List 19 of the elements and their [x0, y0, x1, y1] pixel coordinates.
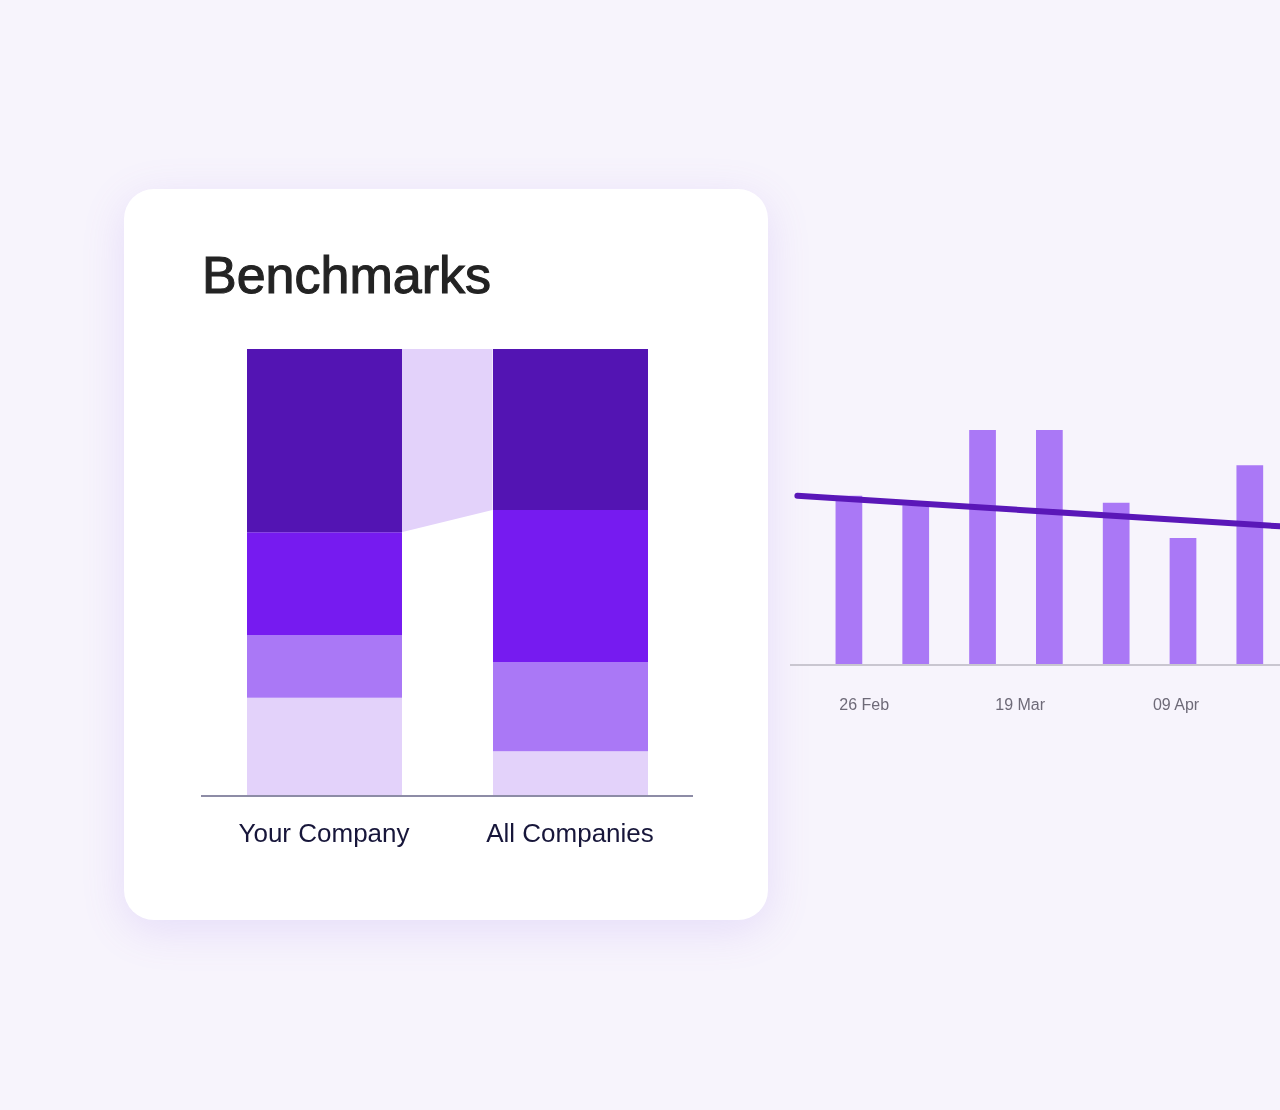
bar: [1102, 502, 1130, 665]
bar: [835, 495, 863, 665]
chart-title: Benchmarks: [202, 246, 491, 306]
x-tick-label: Your Company: [238, 818, 410, 849]
x-tick-label: 09 Apr: [1152, 696, 1200, 714]
bar: [1236, 465, 1264, 665]
bar: [1169, 538, 1197, 665]
bar: [493, 751, 648, 796]
bar: [493, 661, 648, 752]
bar: [969, 430, 996, 665]
bar: [247, 697, 402, 796]
bar: [247, 532, 402, 636]
x-tick-label: All Companies: [486, 818, 654, 849]
x-tick-label: 19 Mar: [995, 696, 1046, 714]
bar: [902, 505, 930, 665]
bar: [493, 509, 648, 662]
bar: [247, 635, 402, 698]
bar: [1036, 430, 1063, 665]
x-tick-label: 26 Feb: [839, 696, 890, 714]
